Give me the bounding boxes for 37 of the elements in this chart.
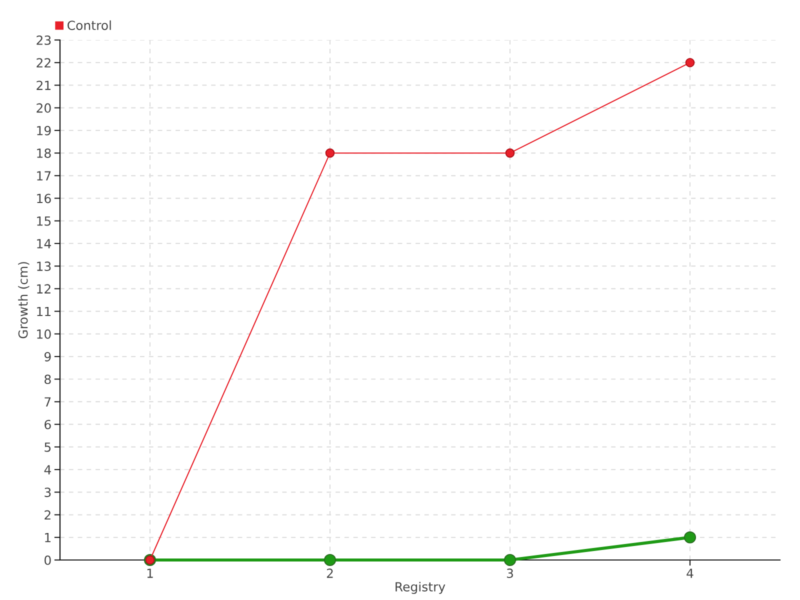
point [684,531,696,544]
y-tick-label: 5 [44,442,51,452]
y-tick-label: 18 [37,148,51,158]
y-tick-label: 6 [44,420,51,430]
point [505,148,515,158]
y-tick-label: 4 [44,465,51,474]
y-tick-label: 14 [37,239,51,248]
legend-label: Control [68,20,111,30]
y-tick-label: 3 [44,488,51,498]
y-tick-label: 23 [36,35,51,45]
y-tick-label: 10 [37,329,51,339]
y-tick-label: 8 [44,374,51,384]
y-tick-label: 0 [44,555,51,565]
y-tick-label: 15 [37,216,51,226]
y-tick-label: 16 [37,194,51,204]
point [325,148,335,158]
x-axis-title: Registry [396,582,446,594]
y-tick-label: 9 [44,352,51,362]
y-axis-title: Growth (cm) [18,262,30,338]
y-tick-label: 12 [37,284,50,294]
point [504,554,516,566]
y-tick-label: 17 [37,171,51,180]
y-tick-label: 22 [36,58,50,68]
y-tick-label: 1 [45,533,51,542]
y-tick-label: 21 [36,80,51,90]
y-tick-label: 7 [44,397,51,406]
point [685,58,695,68]
y-tick-label: 19 [37,126,51,136]
y-tick-label: 20 [36,103,51,113]
x-tick-label: 3 [506,568,513,578]
y-tick-label: 13 [37,262,51,272]
y-tick-label: 2 [44,510,50,520]
y-tick-label: 11 [37,306,51,316]
x-tick-label: 4 [686,568,694,578]
point [324,554,336,566]
x-tick-label: 2 [326,568,333,578]
x-tick-label: 1 [147,568,153,578]
